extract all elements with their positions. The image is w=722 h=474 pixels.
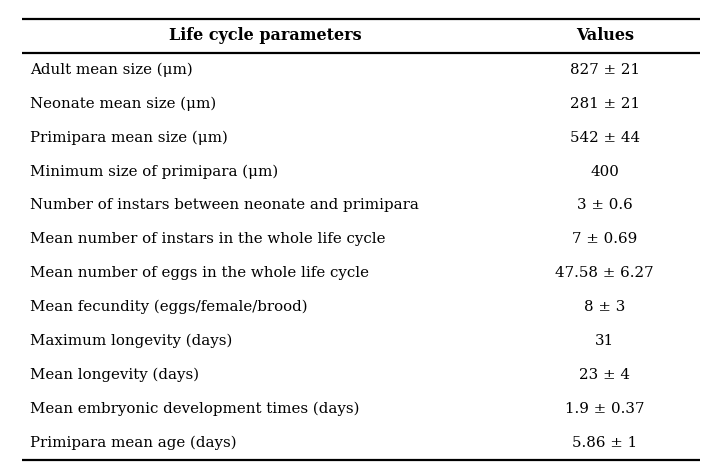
Text: 400: 400 [590, 164, 619, 179]
Text: 47.58 ± 6.27: 47.58 ± 6.27 [555, 266, 654, 280]
Text: 5.86 ± 1: 5.86 ± 1 [572, 436, 638, 450]
Text: Mean longevity (days): Mean longevity (days) [30, 368, 199, 382]
Text: 281 ± 21: 281 ± 21 [570, 97, 640, 111]
Text: 7 ± 0.69: 7 ± 0.69 [572, 232, 638, 246]
Text: Primipara mean age (days): Primipara mean age (days) [30, 436, 237, 450]
Text: Adult mean size (μm): Adult mean size (μm) [30, 63, 193, 77]
Text: Mean number of instars in the whole life cycle: Mean number of instars in the whole life… [30, 232, 386, 246]
Text: Values: Values [575, 27, 634, 45]
Text: Number of instars between neonate and primipara: Number of instars between neonate and pr… [30, 199, 419, 212]
Text: Mean fecundity (eggs/female/brood): Mean fecundity (eggs/female/brood) [30, 300, 308, 314]
Text: 1.9 ± 0.37: 1.9 ± 0.37 [565, 402, 645, 416]
Text: 542 ± 44: 542 ± 44 [570, 131, 640, 145]
Text: 827 ± 21: 827 ± 21 [570, 63, 640, 77]
Text: Mean embryonic development times (days): Mean embryonic development times (days) [30, 402, 360, 416]
Text: 31: 31 [595, 334, 614, 348]
Text: Maximum longevity (days): Maximum longevity (days) [30, 334, 232, 348]
Text: 8 ± 3: 8 ± 3 [584, 300, 625, 314]
Text: 23 ± 4: 23 ± 4 [579, 368, 630, 382]
Text: Life cycle parameters: Life cycle parameters [169, 27, 362, 45]
Text: 3 ± 0.6: 3 ± 0.6 [577, 199, 632, 212]
Text: Minimum size of primipara (μm): Minimum size of primipara (μm) [30, 164, 279, 179]
Text: Mean number of eggs in the whole life cycle: Mean number of eggs in the whole life cy… [30, 266, 370, 280]
Text: Primipara mean size (μm): Primipara mean size (μm) [30, 130, 228, 145]
Text: Neonate mean size (μm): Neonate mean size (μm) [30, 97, 217, 111]
